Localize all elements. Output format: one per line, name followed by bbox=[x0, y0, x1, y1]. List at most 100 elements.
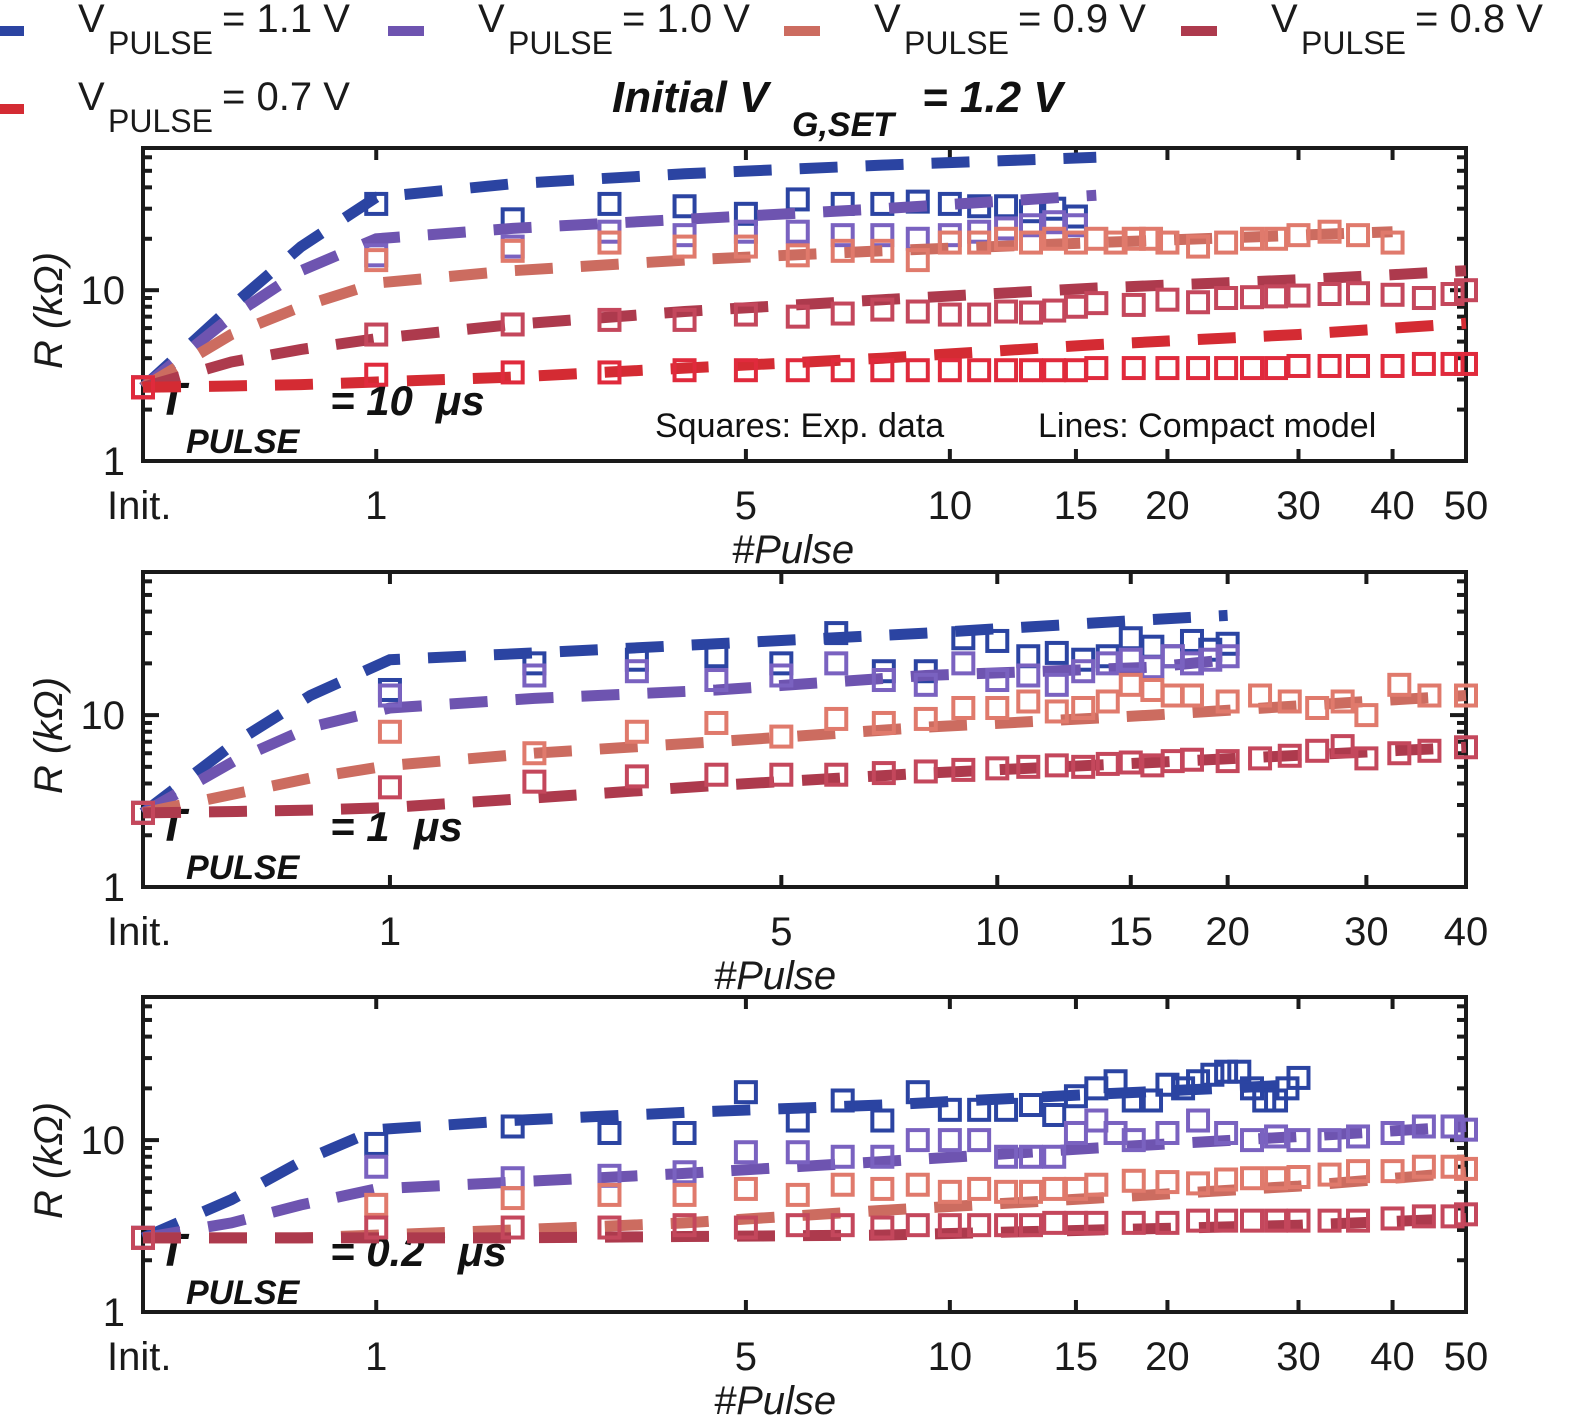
data-point bbox=[905, 1172, 930, 1197]
data-point bbox=[785, 1213, 810, 1238]
model-line bbox=[140, 654, 1229, 818]
series-3 bbox=[131, 1202, 1478, 1250]
data-point bbox=[830, 223, 855, 248]
model-line bbox=[139, 151, 1097, 392]
legend-subscript: PULSE bbox=[108, 25, 213, 61]
data-point bbox=[1063, 294, 1088, 319]
data-point bbox=[1380, 230, 1405, 255]
data-point bbox=[131, 375, 155, 400]
data-point bbox=[704, 668, 729, 693]
axes-box bbox=[141, 146, 1468, 463]
data-point bbox=[597, 307, 622, 332]
data-point bbox=[672, 1160, 697, 1185]
data-point bbox=[364, 1131, 389, 1156]
data-point bbox=[824, 706, 849, 731]
data-point bbox=[364, 248, 389, 273]
legend-v: V bbox=[78, 0, 105, 41]
data-point bbox=[1346, 223, 1371, 248]
legend-swatch bbox=[0, 26, 24, 36]
tpulse-subscript: PULSE bbox=[186, 849, 301, 887]
data-point bbox=[1214, 1120, 1239, 1145]
x-tick-label: 50 bbox=[1444, 484, 1489, 528]
data-point bbox=[937, 1097, 962, 1122]
data-point bbox=[1305, 695, 1330, 720]
data-point bbox=[830, 301, 855, 326]
data-point bbox=[1179, 747, 1204, 772]
data-point bbox=[1139, 1088, 1164, 1113]
data-point bbox=[377, 683, 402, 708]
data-point bbox=[1071, 754, 1096, 779]
data-point bbox=[1019, 230, 1044, 255]
data-point bbox=[1239, 1208, 1264, 1233]
data-point bbox=[704, 762, 729, 787]
legend-subscript: PULSE bbox=[508, 25, 613, 61]
data-point bbox=[1387, 741, 1412, 766]
data-point bbox=[1317, 282, 1342, 307]
data-point bbox=[830, 358, 855, 383]
axes-box bbox=[141, 570, 1468, 889]
data-point bbox=[1095, 751, 1120, 776]
data-point bbox=[672, 1182, 697, 1207]
title-value: = 1.2 V bbox=[922, 73, 1066, 122]
data-point bbox=[1071, 659, 1096, 684]
data-point bbox=[1155, 356, 1180, 381]
data-point bbox=[1354, 703, 1379, 728]
data-point bbox=[785, 187, 810, 212]
data-point bbox=[1215, 644, 1240, 669]
data-point bbox=[131, 800, 155, 825]
data-point bbox=[994, 299, 1019, 324]
data-point bbox=[1084, 226, 1109, 251]
data-point bbox=[1346, 1159, 1371, 1184]
data-point bbox=[1084, 1210, 1109, 1235]
data-point bbox=[733, 219, 758, 244]
data-point bbox=[1317, 1162, 1342, 1187]
model-line bbox=[141, 690, 1467, 819]
y-tick-label: 10 bbox=[81, 269, 126, 313]
data-point bbox=[1019, 1179, 1044, 1204]
data-point bbox=[1016, 754, 1041, 779]
data-point bbox=[1286, 1208, 1311, 1233]
data-point bbox=[871, 761, 896, 786]
x-tick-label: 40 bbox=[1370, 484, 1415, 528]
y-tick-label: 10 bbox=[81, 694, 126, 738]
data-point bbox=[905, 299, 930, 324]
data-point bbox=[1179, 683, 1204, 708]
y-tick-label: 1 bbox=[103, 866, 125, 910]
data-point bbox=[364, 1215, 389, 1240]
data-point bbox=[1186, 234, 1211, 259]
series-1 bbox=[131, 644, 1240, 825]
data-point bbox=[1121, 1128, 1146, 1153]
y-axis-label: R (kΩ) bbox=[27, 1102, 71, 1219]
data-point bbox=[1160, 683, 1185, 708]
data-point bbox=[1118, 672, 1143, 697]
data-point bbox=[1084, 356, 1109, 381]
data-point bbox=[364, 1154, 389, 1179]
data-point bbox=[377, 719, 402, 744]
data-point bbox=[1227, 1059, 1252, 1084]
data-point bbox=[870, 358, 895, 383]
data-point bbox=[1277, 689, 1302, 714]
data-point bbox=[1454, 351, 1478, 376]
data-point bbox=[994, 226, 1019, 251]
data-point bbox=[1044, 699, 1069, 724]
data-point bbox=[1317, 353, 1342, 378]
data-point bbox=[769, 651, 794, 676]
data-point bbox=[1411, 1204, 1436, 1229]
data-point bbox=[624, 719, 649, 744]
series-1 bbox=[131, 1108, 1478, 1250]
data-point bbox=[1286, 1165, 1311, 1190]
data-point bbox=[1440, 1204, 1465, 1229]
data-point bbox=[1084, 291, 1109, 316]
data-point bbox=[905, 358, 930, 383]
data-point bbox=[1042, 1144, 1067, 1169]
data-point bbox=[1071, 695, 1096, 720]
data-point bbox=[733, 1176, 758, 1201]
data-point bbox=[672, 1213, 697, 1238]
data-point bbox=[1286, 223, 1311, 248]
data-point bbox=[364, 1192, 389, 1217]
legend-swatch bbox=[1181, 26, 1217, 36]
